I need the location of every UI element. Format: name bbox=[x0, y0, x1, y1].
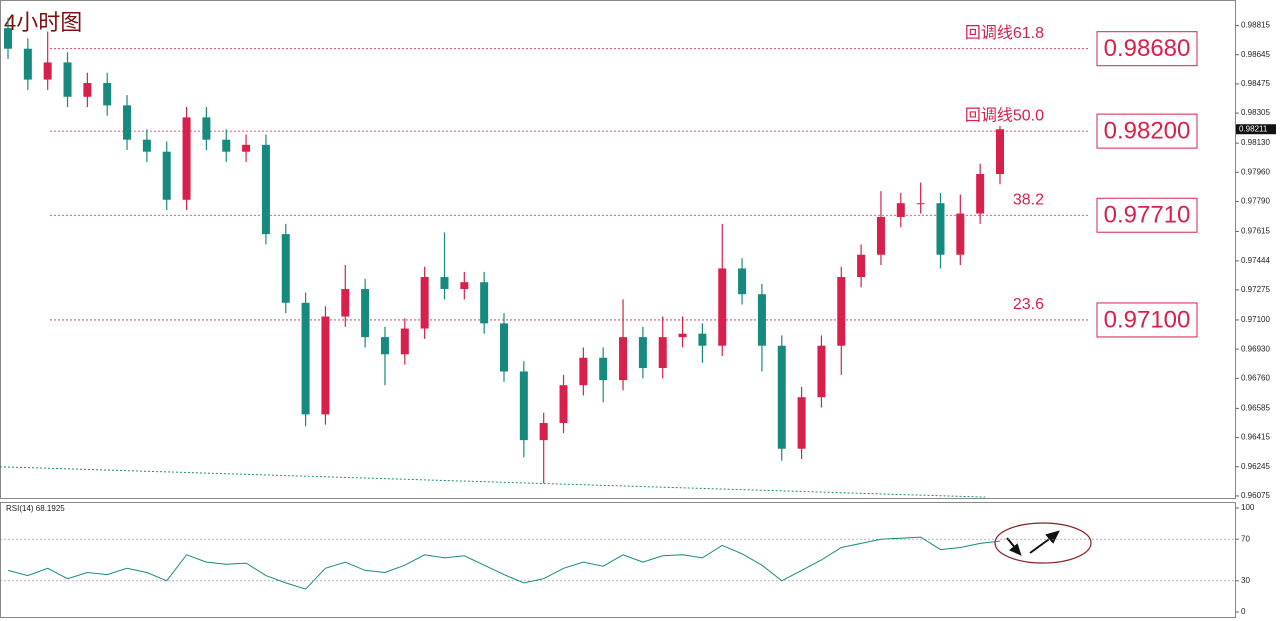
candle-body bbox=[281, 234, 290, 303]
chart-title: 4小时图 bbox=[4, 10, 82, 35]
candle-body bbox=[797, 397, 806, 449]
candle-body bbox=[83, 83, 92, 97]
candle-body bbox=[361, 289, 370, 338]
y-tick-label: 0.97960 bbox=[1241, 167, 1270, 176]
level-value-label: 0.97100 bbox=[1104, 306, 1191, 333]
candle-body bbox=[619, 337, 628, 381]
candle-body bbox=[460, 282, 469, 290]
candle-body bbox=[559, 385, 568, 423]
candle-body bbox=[182, 117, 191, 200]
y-tick-label: 0.98645 bbox=[1241, 50, 1270, 59]
candle-body bbox=[976, 174, 985, 214]
level-name: 23.6 bbox=[1013, 296, 1044, 313]
candle-body bbox=[202, 117, 211, 140]
level-name: 38.2 bbox=[1013, 191, 1044, 208]
candle-body bbox=[896, 203, 905, 217]
candle-body bbox=[261, 144, 270, 235]
y-tick-label: 0.98815 bbox=[1241, 21, 1270, 30]
candle-body bbox=[103, 83, 112, 106]
y-tick-label: 0.97275 bbox=[1241, 285, 1270, 294]
level-box bbox=[1096, 302, 1198, 338]
candle-body bbox=[817, 345, 826, 398]
candle-body bbox=[519, 371, 528, 441]
y-tick-label: 0.96930 bbox=[1241, 344, 1270, 353]
candle-body bbox=[837, 277, 846, 346]
candle-body bbox=[480, 282, 489, 324]
candle-body bbox=[916, 203, 925, 205]
candle-body bbox=[23, 48, 32, 80]
candle-body bbox=[738, 268, 747, 295]
annotation-ellipse bbox=[994, 522, 1092, 564]
last-price-label: 0.98211 bbox=[1239, 124, 1268, 133]
y-tick-label: 0.96760 bbox=[1241, 373, 1270, 382]
y-tick-label: 0.98475 bbox=[1241, 79, 1270, 88]
y-tick-label: 0.96075 bbox=[1241, 491, 1270, 500]
candle-body bbox=[936, 203, 945, 255]
rsi-frame bbox=[0, 502, 1236, 618]
level-name: 回调线50.0 bbox=[965, 106, 1044, 124]
candle-body bbox=[43, 62, 52, 80]
y-tick-label: 0.96415 bbox=[1241, 433, 1270, 442]
candle-body bbox=[599, 357, 608, 381]
y-tick-label: 0.98305 bbox=[1241, 108, 1270, 117]
candle-body bbox=[857, 254, 866, 278]
candle-body bbox=[321, 316, 330, 415]
y-tick-label: 0.98130 bbox=[1241, 138, 1270, 147]
candle-body bbox=[638, 337, 647, 369]
y-tick-label: 0.96585 bbox=[1241, 403, 1270, 412]
candle-body bbox=[341, 289, 350, 317]
candle-body bbox=[242, 144, 251, 152]
candle-body bbox=[757, 294, 766, 346]
rsi-tick-label: 30 bbox=[1241, 576, 1250, 585]
candle-body bbox=[440, 277, 449, 290]
rsi-tick-label: 100 bbox=[1241, 503, 1255, 512]
candle-body bbox=[500, 323, 508, 372]
last-price-box bbox=[1236, 124, 1276, 135]
candle-body bbox=[420, 277, 429, 329]
rsi-line bbox=[7, 536, 1001, 590]
rsi-tick-label: 0 bbox=[1241, 607, 1246, 616]
y-tick-label: 0.97790 bbox=[1241, 197, 1270, 206]
candle-body bbox=[956, 213, 965, 255]
candle-body bbox=[222, 139, 231, 152]
main-frame bbox=[0, 0, 1236, 499]
y-tick-label: 0.96245 bbox=[1241, 462, 1270, 471]
candle-body bbox=[400, 328, 409, 355]
candle-body bbox=[162, 151, 171, 200]
level-box bbox=[1096, 197, 1198, 233]
candle-body bbox=[380, 337, 389, 355]
rsi-tick-label: 70 bbox=[1241, 534, 1250, 543]
level-value-label: 0.98200 bbox=[1104, 117, 1191, 144]
level-box bbox=[1096, 31, 1198, 67]
candle-body bbox=[996, 129, 1004, 175]
y-tick-label: 0.97615 bbox=[1241, 227, 1270, 236]
candle-body bbox=[301, 302, 310, 415]
level-value-label: 0.97710 bbox=[1104, 202, 1191, 229]
rsi-name: RSI(14) bbox=[6, 504, 34, 513]
candle-body bbox=[718, 268, 727, 346]
candle-body bbox=[876, 216, 885, 255]
level-value-label: 0.98680 bbox=[1104, 35, 1191, 62]
y-tick-label: 0.97444 bbox=[1241, 256, 1270, 265]
candle-body bbox=[579, 357, 588, 386]
level-name: 回调线61.8 bbox=[965, 24, 1044, 42]
rsi-label: RSI(14) 68.1925 bbox=[6, 504, 65, 513]
level-box bbox=[1096, 113, 1198, 149]
y-tick-label: 0.97100 bbox=[1241, 315, 1270, 324]
candle-body bbox=[4, 28, 12, 49]
candle-body bbox=[777, 345, 786, 449]
candle-body bbox=[539, 422, 548, 441]
rsi-value: 68.1925 bbox=[36, 504, 65, 513]
annotation-arrows bbox=[1006, 530, 1060, 556]
candle-body bbox=[698, 333, 707, 346]
candle-body bbox=[123, 105, 132, 140]
candle-body bbox=[678, 333, 687, 338]
candle-body bbox=[142, 139, 151, 152]
ma-line bbox=[0, 466, 986, 498]
candle-body bbox=[63, 62, 72, 97]
candle-body bbox=[658, 337, 667, 369]
